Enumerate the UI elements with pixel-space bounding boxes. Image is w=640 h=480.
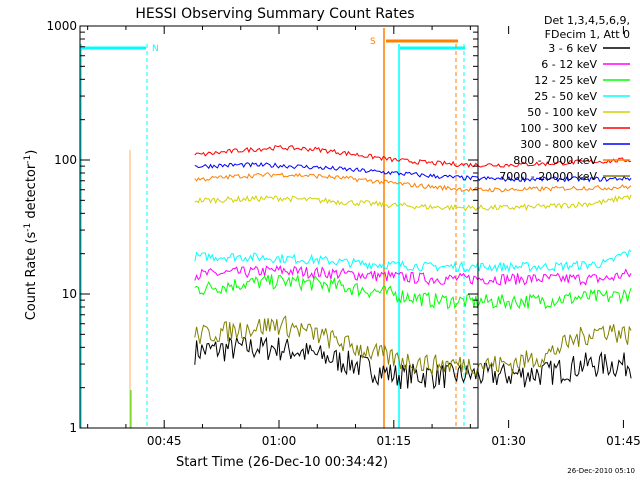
series-line [194,144,632,168]
plot-area: NS [80,28,632,428]
y-tick-label: 10 [62,287,77,301]
y-axis-label-part: Count Rate (s [24,232,39,321]
legend-label: 6 - 12 keV [541,58,597,71]
y-axis-label: Count Rate (s-1 detector-1) [23,150,39,321]
legend-label: 3 - 6 keV [548,42,597,55]
x-tick-label: 01:30 [491,434,526,448]
series-line [194,264,632,286]
series-line [194,172,632,193]
series-line [194,315,632,377]
x-tick-label: 01:15 [377,434,412,448]
y-tick-label: 1 [69,421,77,435]
annotation-s: S [370,37,376,47]
x-tick-label: 01:00 [262,434,297,448]
y-tick-label: 1000 [46,19,77,33]
legend-label: 800 - 7000 keV [513,154,597,167]
plot-frame [79,25,479,429]
timestamp: 26-Dec-2010 05:10 [567,467,635,475]
legend-label: 12 - 25 keV [534,74,597,87]
legend: Det 1,3,4,5,6,9,FDecim 1, Att 03 - 6 keV… [499,14,630,183]
legend-label: 300 - 800 keV [520,138,597,151]
x-tick-label: 01:45 [606,434,640,448]
series-line [194,336,632,390]
y-axis-label-part: detector [24,163,39,223]
x-tick-label: 00:45 [147,434,182,448]
annotation-n: N [152,44,159,54]
legend-header: FDecim 1, Att 0 [545,28,630,41]
y-axis-label-sup: -1 [23,223,33,232]
chart-title: HESSI Observing Summary Count Rates [135,6,414,22]
y-axis-label-sup: -1 [23,155,33,164]
y-axis-label-part: ) [24,150,39,155]
legend-label: 100 - 300 keV [520,122,597,135]
legend-label: 50 - 100 keV [527,106,597,119]
x-axis-label: Start Time (26-Dec-10 00:34:42) [176,455,388,470]
series-line [194,161,632,183]
legend-header: Det 1,3,4,5,6,9, [544,14,630,27]
series-line [194,273,632,310]
series-line [194,249,632,274]
legend-label: 25 - 50 keV [534,90,597,103]
legend-label: 7000 - 20000 keV [499,170,597,183]
y-tick-label: 100 [54,153,77,167]
series-line [194,194,632,212]
